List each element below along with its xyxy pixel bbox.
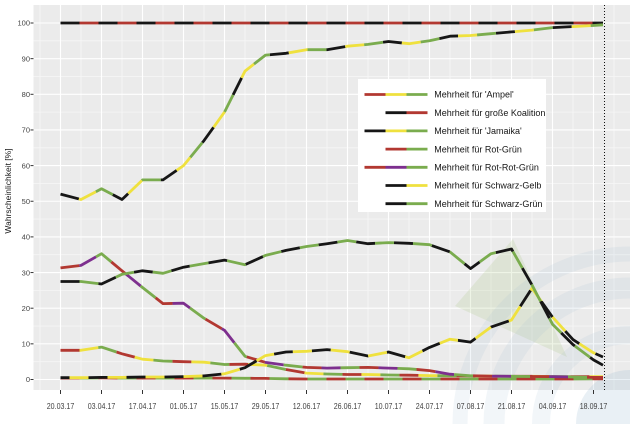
svg-text:60: 60 [22,161,30,170]
svg-text:18.09.17: 18.09.17 [580,402,608,411]
svg-text:29.05.17: 29.05.17 [252,402,280,411]
svg-text:15.05.17: 15.05.17 [211,402,239,411]
svg-text:Mehrheit für 'Jamaika': Mehrheit für 'Jamaika' [434,126,522,136]
svg-text:Wahrscheinlichkeit [%]: Wahrscheinlichkeit [%] [3,148,13,233]
svg-text:30: 30 [22,268,30,277]
svg-text:Mehrheit für große Koalition: Mehrheit für große Koalition [434,108,545,118]
svg-text:10.07.17: 10.07.17 [375,402,403,411]
svg-text:0: 0 [26,375,30,384]
svg-text:Mehrheit für Schwarz-Gelb: Mehrheit für Schwarz-Gelb [434,181,541,191]
svg-text:24.07.17: 24.07.17 [416,402,444,411]
svg-text:01.05.17: 01.05.17 [170,402,198,411]
svg-text:12.06.17: 12.06.17 [293,402,321,411]
svg-text:20: 20 [22,304,30,313]
svg-text:80: 80 [22,90,30,99]
svg-text:26.06.17: 26.06.17 [334,402,362,411]
svg-text:03.04.17: 03.04.17 [88,402,116,411]
svg-text:40: 40 [22,233,30,242]
svg-text:21.08.17: 21.08.17 [498,402,526,411]
svg-text:Mehrheit für Rot-Grün: Mehrheit für Rot-Grün [434,144,522,154]
svg-text:100: 100 [17,19,30,28]
svg-text:Mehrheit für 'Ampel': Mehrheit für 'Ampel' [434,90,514,100]
svg-text:04.09.17: 04.09.17 [539,402,567,411]
svg-text:Mehrheit für Rot-Rot-Grün: Mehrheit für Rot-Rot-Grün [434,163,539,173]
svg-text:Mehrheit für Schwarz-Grün: Mehrheit für Schwarz-Grün [434,199,542,209]
svg-text:70: 70 [22,126,30,135]
svg-text:10: 10 [22,340,30,349]
svg-text:50: 50 [22,197,30,206]
svg-text:20.03.17: 20.03.17 [47,402,75,411]
svg-text:90: 90 [22,54,30,63]
svg-text:17.04.17: 17.04.17 [129,402,157,411]
svg-text:07.08.17: 07.08.17 [457,402,485,411]
